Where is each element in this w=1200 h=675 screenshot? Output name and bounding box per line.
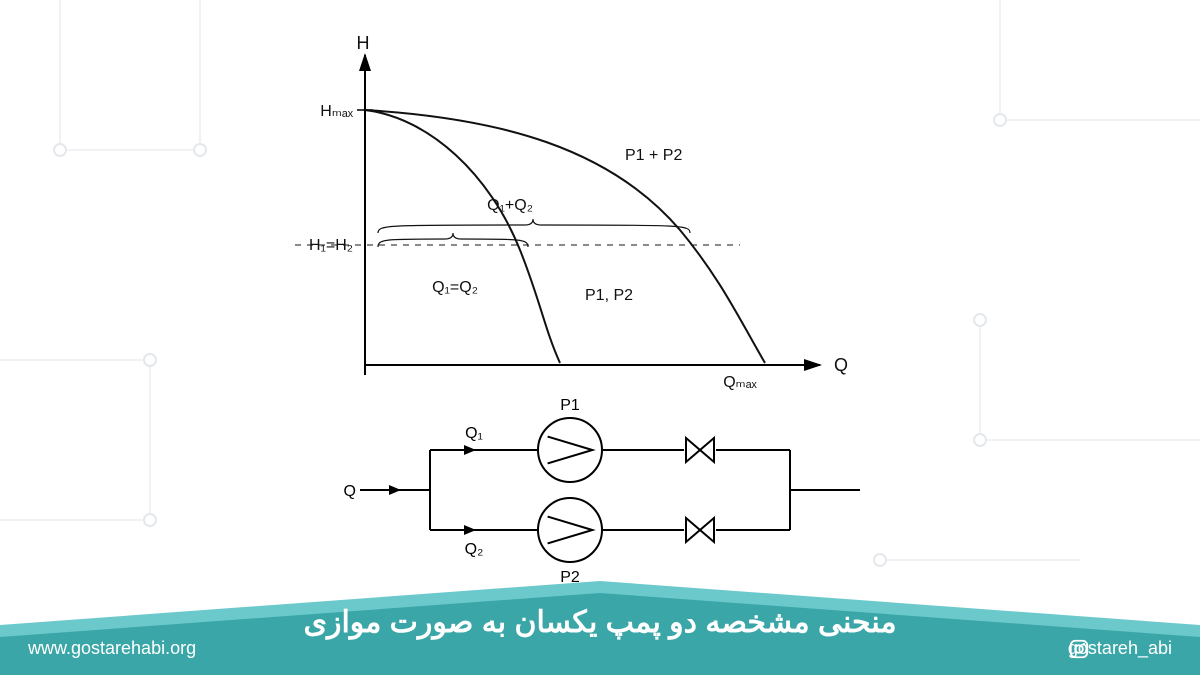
- svg-text:H₁=H₂: H₁=H₂: [309, 237, 353, 254]
- svg-text:Q₁: Q₁: [465, 425, 483, 442]
- website-url: www.gostarehabi.org: [28, 638, 196, 659]
- instagram-handle: gostareh_abi: [1068, 638, 1172, 659]
- svg-text:P1: P1: [560, 397, 580, 414]
- svg-text:Q: Q: [344, 483, 356, 500]
- svg-text:Q₁=Q₂: Q₁=Q₂: [432, 279, 478, 296]
- svg-text:Qₘₐₓ: Qₘₐₓ: [723, 374, 757, 391]
- svg-text:Q₂: Q₂: [465, 541, 484, 558]
- svg-text:Hₘₐₓ: Hₘₐₓ: [320, 103, 353, 120]
- svg-text:P1 + P2: P1 + P2: [625, 147, 682, 164]
- svg-text:P1, P2: P1, P2: [585, 287, 633, 304]
- svg-text:Q: Q: [834, 355, 848, 375]
- svg-text:H: H: [357, 33, 370, 53]
- banner-title: منحنی مشخصه دو پمپ یکسان به صورت موازی: [0, 605, 1200, 640]
- svg-text:Q₁+Q₂: Q₁+Q₂: [487, 197, 533, 214]
- instagram-icon: [1068, 638, 1090, 660]
- bottom-banner: منحنی مشخصه دو پمپ یکسان به صورت موازی w…: [0, 560, 1200, 675]
